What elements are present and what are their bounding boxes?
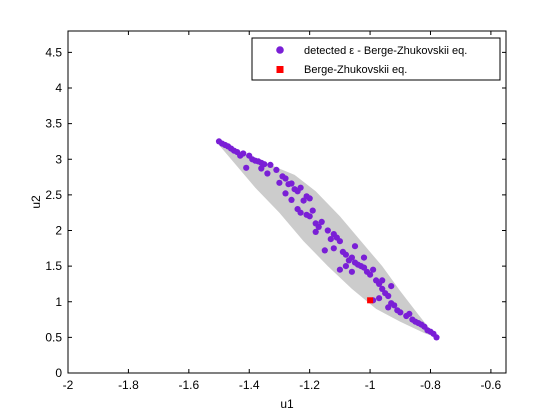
detected-point [385, 304, 392, 311]
detected-point [406, 310, 413, 317]
detected-point [379, 285, 386, 292]
detected-point [288, 180, 295, 187]
x-axis-ticks: -2 -1.8 -1.6 -1.4 -1.2 -1 -0.8 -0.6 [63, 31, 502, 392]
detected-point [312, 220, 319, 227]
legend-box [251, 37, 501, 81]
y-tick-label: 2.5 [45, 188, 62, 202]
x-tick-label: -1.2 [299, 378, 320, 392]
detected-point [327, 236, 334, 243]
legend-marker-detected [276, 46, 284, 54]
y-tick-label: 4 [55, 81, 62, 95]
y-tick-label: 3.5 [45, 117, 62, 131]
detected-point [388, 283, 395, 290]
detected-point [276, 179, 283, 186]
detected-point [433, 334, 440, 341]
data-points [215, 138, 440, 341]
legend-label-detected: detected ε - Berge-Zhukovskii eq. [304, 45, 467, 57]
detected-point [376, 295, 383, 302]
y-tick-label: 2 [55, 224, 62, 238]
detected-point [297, 184, 304, 191]
x-tick-label: -0.8 [420, 378, 441, 392]
detected-point [273, 166, 280, 173]
detected-point [330, 245, 337, 252]
legend: detected ε - Berge-Zhukovskii eq. Berge-… [251, 37, 501, 81]
detected-point [379, 277, 386, 284]
x-tick-label: -2 [63, 378, 74, 392]
x-tick-label: -1.4 [239, 378, 260, 392]
detected-point [306, 195, 313, 202]
detected-point [258, 165, 265, 172]
x-axis-label: u1 [280, 397, 294, 411]
detected-point [318, 218, 325, 225]
detected-point [336, 238, 343, 245]
y-axis-label: u2 [29, 195, 43, 209]
detected-point [370, 266, 377, 273]
detected-point [397, 309, 404, 316]
x-tick-label: -0.6 [481, 378, 502, 392]
detected-point [297, 209, 304, 216]
detected-point [261, 161, 268, 168]
detected-point [288, 196, 295, 203]
detected-point [306, 213, 313, 220]
legend-label-equilibrium: Berge-Zhukovskii eq. [304, 64, 407, 76]
detected-point [321, 247, 328, 254]
equilibrium-point [367, 297, 374, 304]
detected-point [391, 302, 398, 309]
detected-point [282, 190, 289, 197]
detected-point [282, 175, 289, 182]
detected-point [342, 263, 349, 270]
detected-point [267, 161, 274, 168]
detected-point [351, 243, 359, 250]
y-tick-label: 4.5 [45, 45, 62, 59]
detected-point [345, 257, 352, 264]
detected-point [300, 197, 307, 204]
detected-point [324, 227, 331, 234]
detected-point [418, 321, 425, 328]
y-axis-ticks: 0 0.5 1 1.5 2 2.5 3 3.5 4 4.5 [45, 45, 506, 380]
y-tick-label: 1 [55, 295, 62, 309]
detected-point [336, 266, 343, 273]
detected-point [309, 207, 316, 214]
detected-point [367, 271, 374, 278]
y-tick-label: 0.5 [45, 330, 62, 344]
detected-point [264, 170, 271, 177]
detected-point [385, 292, 392, 300]
y-tick-label: 1.5 [45, 259, 62, 273]
y-tick-label: 3 [55, 152, 62, 166]
detected-point [237, 152, 244, 159]
detected-point [342, 251, 349, 258]
x-tick-label: -1 [365, 378, 376, 392]
detected-point [348, 268, 355, 275]
detected-point [243, 164, 250, 171]
axes-frame [67, 30, 507, 374]
y-tick-label: 0 [55, 366, 62, 380]
detected-point [360, 254, 368, 261]
x-tick-label: -1.6 [178, 378, 199, 392]
legend-marker-equilibrium [276, 66, 284, 73]
detected-point [312, 228, 319, 235]
x-tick-label: -1.8 [118, 378, 139, 392]
